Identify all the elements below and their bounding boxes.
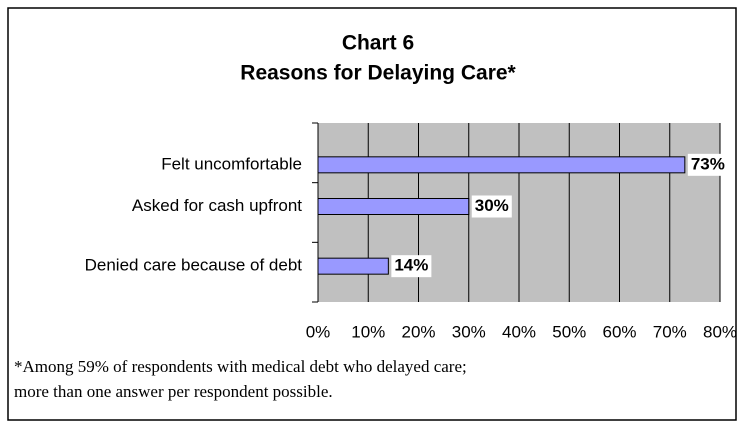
x-tick-label: 80%: [703, 322, 737, 341]
x-tick-label: 70%: [653, 322, 687, 341]
y-tick-label: Denied care because of debt: [85, 256, 303, 275]
data-label: 14%: [394, 256, 428, 275]
x-tick-label: 20%: [401, 322, 435, 341]
data-label-bg: [471, 195, 512, 218]
y-tick-label: Felt uncomfortable: [161, 154, 302, 173]
x-tick-label: 0%: [306, 322, 331, 341]
bar: [317, 156, 686, 174]
footnote: more than one answer per respondent poss…: [14, 382, 333, 401]
bar: [317, 198, 470, 215]
x-tick-label: 30%: [452, 322, 486, 341]
x-tick-label: 10%: [351, 322, 385, 341]
y-tick-label: Asked for cash upfront: [132, 196, 302, 215]
x-tick-label: 50%: [552, 322, 586, 341]
bar: [317, 257, 389, 275]
data-label-bg: [687, 153, 728, 176]
x-tick-label: 40%: [502, 322, 536, 341]
chart-title: Chart 6: [342, 32, 414, 55]
data-label-bg: [391, 255, 432, 278]
x-tick-label: 60%: [602, 322, 636, 341]
data-label: 73%: [691, 154, 725, 173]
footnote: *Among 59% of respondents with medical d…: [14, 357, 467, 376]
data-label: 30%: [475, 196, 509, 215]
chart-title: Reasons for Delaying Care*: [240, 62, 516, 85]
